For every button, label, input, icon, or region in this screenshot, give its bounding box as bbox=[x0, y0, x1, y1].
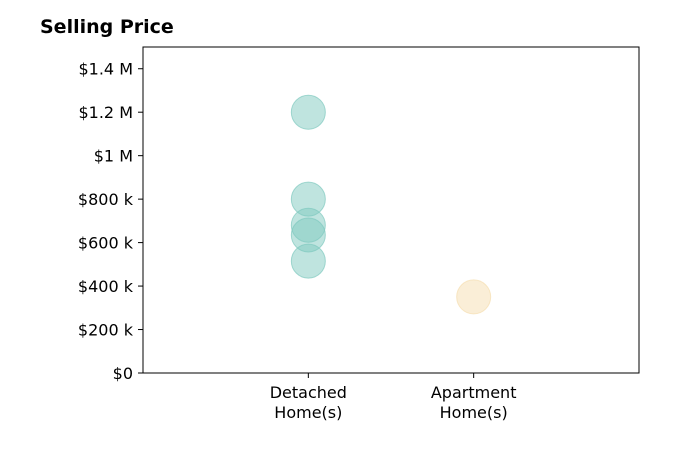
y-tick-label: $0 bbox=[113, 364, 133, 383]
plot-area-frame bbox=[142, 46, 640, 374]
y-axis: $0 $200 k $400 k $600 k $800 k $1 M $1.2 M $1.4… bbox=[78, 60, 143, 383]
y-tick-label: $1 M bbox=[94, 147, 133, 166]
data-point bbox=[290, 243, 326, 279]
y-tick-label: $600 k bbox=[78, 234, 134, 253]
y-tick-label: $800 k bbox=[78, 190, 134, 209]
data-point bbox=[456, 279, 492, 315]
x-tick-label: Apartment Home(s) bbox=[431, 383, 517, 422]
x-axis: Detached Home(s) Apartment Home(s) bbox=[270, 373, 517, 422]
data-point bbox=[290, 94, 326, 130]
y-tick-label: $1.4 M bbox=[78, 60, 133, 79]
y-tick-label: $400 k bbox=[78, 277, 134, 296]
y-tick-label: $1.2 M bbox=[78, 103, 133, 122]
data-points bbox=[290, 94, 492, 315]
chart-title: Selling Price bbox=[40, 16, 174, 38]
x-tick-label: Detached Home(s) bbox=[270, 383, 347, 422]
y-tick-label: $200 k bbox=[78, 321, 134, 340]
